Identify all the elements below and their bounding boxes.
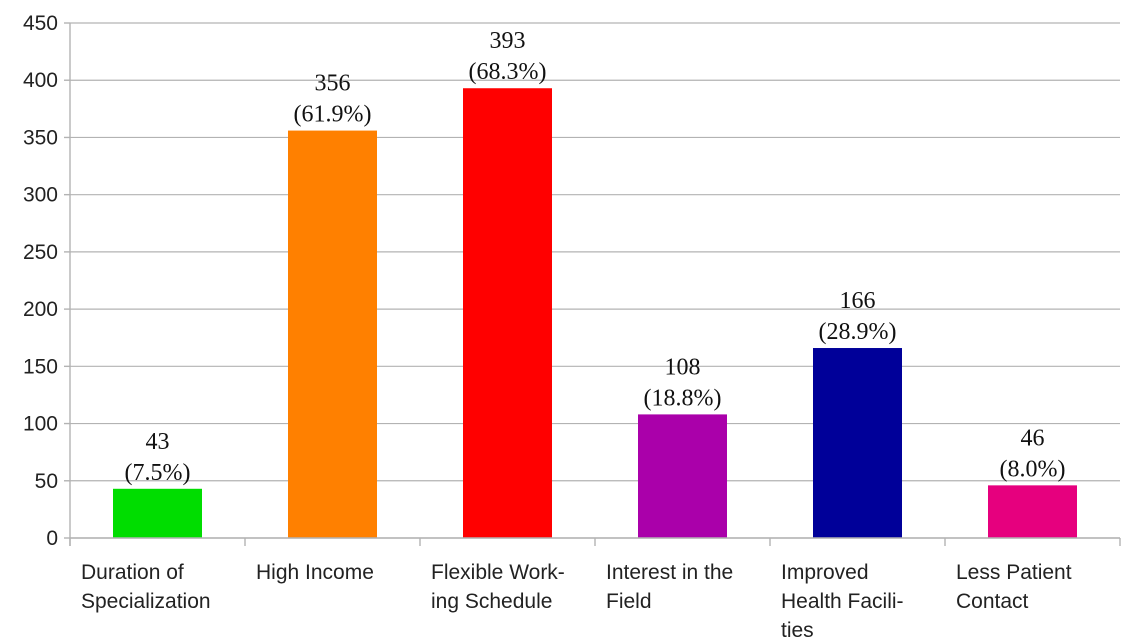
data-label-value: 43 xyxy=(146,429,170,455)
x-tick-label: Field xyxy=(606,590,652,613)
x-tick-label: Health Facili- xyxy=(781,590,904,613)
gridlines xyxy=(70,22,1120,539)
bar xyxy=(638,414,727,538)
y-tick-label: 50 xyxy=(35,470,58,493)
x-tick-label: High Income xyxy=(256,561,374,584)
data-label-value: 46 xyxy=(1021,425,1045,451)
y-tick-label: 0 xyxy=(46,527,58,550)
data-label-percent: (8.0%) xyxy=(1000,456,1066,482)
x-tick-label: ties xyxy=(781,619,814,639)
bar xyxy=(288,130,377,539)
x-tick-label: Interest in the xyxy=(606,561,733,584)
data-label-value: 166 xyxy=(840,288,876,314)
y-tick-label: 350 xyxy=(23,126,58,149)
data-label-percent: (28.9%) xyxy=(819,319,897,345)
data-label-percent: (7.5%) xyxy=(125,460,191,486)
data-label-percent: (61.9%) xyxy=(294,102,372,128)
x-tick-label: ing Schedule xyxy=(431,590,552,613)
x-tick-label: Contact xyxy=(956,590,1029,613)
y-tick-label: 450 xyxy=(23,12,58,35)
bar xyxy=(988,485,1077,538)
data-label-value: 393 xyxy=(490,28,526,54)
y-tick-label: 200 xyxy=(23,298,58,321)
x-tick-label: Specialization xyxy=(81,590,211,613)
data-label-value: 356 xyxy=(315,71,351,97)
data-labels: 43 (7.5%) 356 (61.9%) 393 (68.3%) 108 (18.8%) 16… xyxy=(125,28,1066,486)
bars xyxy=(113,88,1077,539)
bar xyxy=(113,488,202,538)
data-label-value: 108 xyxy=(665,354,701,380)
axes: 0 50 100 150 200 250 300 350 400 450 Duration of Sp… xyxy=(23,12,1121,639)
bar xyxy=(813,348,902,538)
y-tick-label: 250 xyxy=(23,241,58,264)
x-tick-label: Flexible Work- xyxy=(431,561,565,584)
x-tick-label: Improved xyxy=(781,561,869,584)
y-tick-label: 150 xyxy=(23,355,58,378)
bar xyxy=(463,88,552,538)
data-label-percent: (68.3%) xyxy=(469,59,547,85)
y-tick-label: 400 xyxy=(23,69,58,92)
data-label-percent: (18.8%) xyxy=(644,385,722,411)
x-tick-label: Less Patient xyxy=(956,561,1072,584)
x-tick-label: Duration of xyxy=(81,561,184,584)
y-tick-label: 300 xyxy=(23,184,58,207)
y-tick-label: 100 xyxy=(23,413,58,436)
